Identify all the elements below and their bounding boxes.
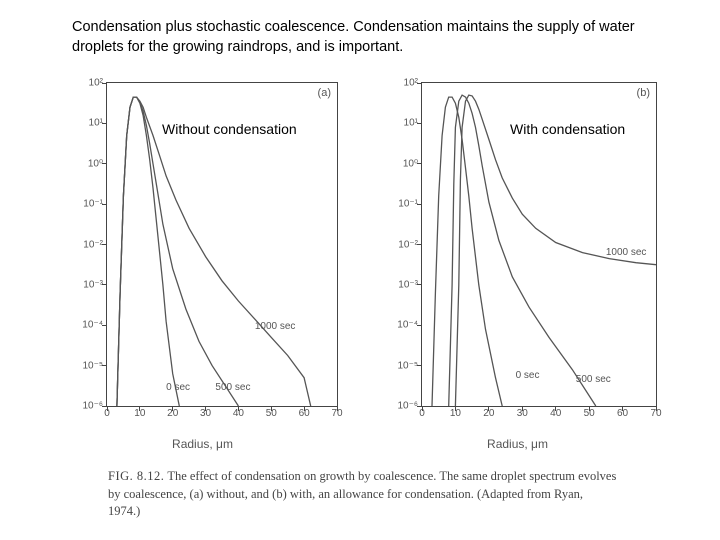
curve-label: 500 sec bbox=[215, 382, 250, 393]
figure-caption: FIG. 8.12. The effect of condensation on… bbox=[108, 468, 618, 521]
curve-label: 0 sec bbox=[516, 370, 540, 381]
panel-letter-b: (b) bbox=[637, 87, 650, 99]
panel-letter-a: (a) bbox=[318, 87, 331, 99]
caption-text: The effect of condensation on growth by … bbox=[108, 469, 616, 518]
curve-label: 1000 sec bbox=[606, 247, 647, 258]
figure-area: Number per cm³ per μm interval (a) Witho… bbox=[50, 78, 670, 458]
x-axis-label-a: Radius, μm bbox=[172, 437, 233, 451]
panel-a: Number per cm³ per μm interval (a) Witho… bbox=[50, 78, 355, 448]
caption-label: FIG. 8.12. bbox=[108, 469, 164, 483]
overlay-label-a: Without condensation bbox=[162, 121, 297, 137]
panel-b: Number per cm³ per μm interval (b) With … bbox=[365, 78, 670, 448]
curve-label: 500 sec bbox=[576, 374, 611, 385]
curve-500sec bbox=[449, 95, 596, 406]
curve-0sec bbox=[432, 97, 502, 406]
curve-label: 0 sec bbox=[166, 382, 190, 393]
x-axis-label-b: Radius, μm bbox=[487, 437, 548, 451]
curve-500sec bbox=[117, 97, 238, 406]
plot-frame-a: (a) Without condensation 10²10¹10⁰10⁻¹10… bbox=[106, 82, 338, 407]
curve-1000sec bbox=[117, 97, 311, 406]
overlay-label-b: With condensation bbox=[510, 121, 625, 137]
header-text: Condensation plus stochastic coalescence… bbox=[72, 18, 652, 57]
plot-frame-b: (b) With condensation 10²10¹10⁰10⁻¹10⁻²1… bbox=[421, 82, 657, 407]
curve-label: 1000 sec bbox=[255, 321, 296, 332]
